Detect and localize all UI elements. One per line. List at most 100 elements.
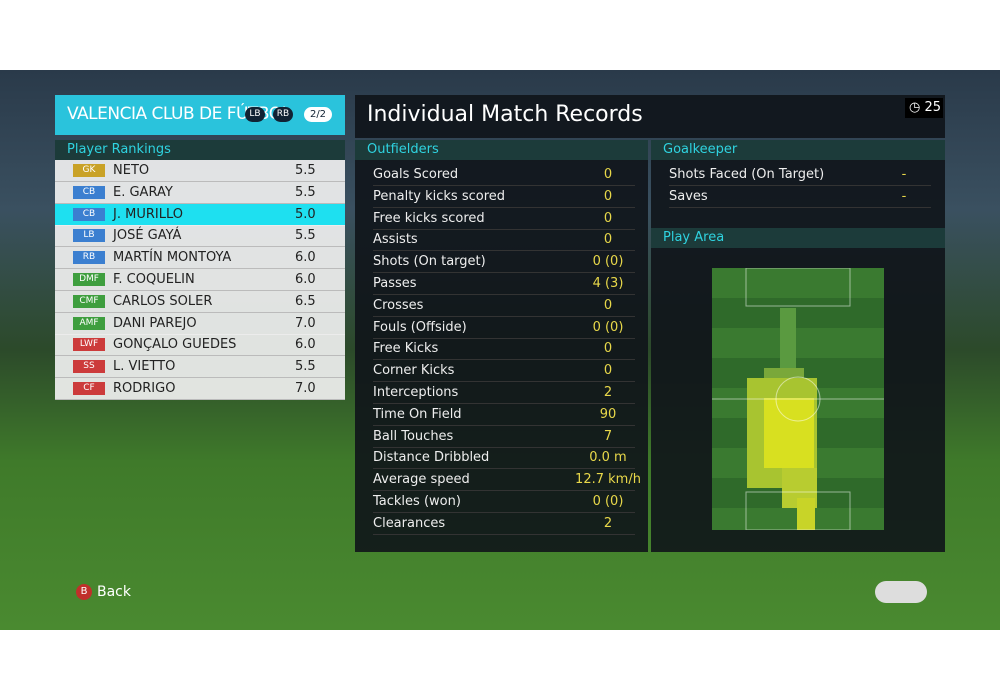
player-name: GONÇALO GUEDES: [113, 337, 237, 353]
player-row[interactable]: CF RODRIGO 7.0: [55, 378, 345, 400]
stat-value: 0 (0): [592, 494, 624, 509]
rankings-heading: Player Rankings: [55, 140, 345, 160]
player-row[interactable]: SS L. VIETTO 5.5: [55, 356, 345, 379]
stat-row: Ball Touches 7: [373, 426, 635, 448]
stat-value: 0: [603, 297, 613, 313]
bumper-right[interactable]: RB: [273, 107, 293, 122]
player-row[interactable]: DMF F. COQUELIN 6.0: [55, 269, 345, 291]
stat-value: 0: [603, 167, 613, 182]
goalkeeper-panel: Goalkeeper Shots Faced (On Target) - Saves…: [651, 140, 945, 552]
title-bar: Individual Match Records ◷ 25: [355, 95, 945, 138]
position-badge: LWF: [73, 338, 105, 352]
player-row[interactable]: CMF CARLOS SOLER 6.5: [55, 290, 345, 313]
stat-row: Interceptions 2: [373, 382, 635, 404]
player-name: MARTÍN MONTOYA: [113, 250, 232, 266]
stat-label: Penalty kicks scored: [373, 188, 506, 204]
player-row[interactable]: CB J. MURILLO 5.0: [55, 203, 345, 226]
stat-value: 90: [599, 406, 617, 422]
bumper-left[interactable]: LB: [245, 107, 265, 122]
stat-label: Ball Touches: [373, 428, 454, 444]
stat-label: Fouls (Offside): [373, 319, 467, 335]
position-badge: LB: [73, 229, 105, 243]
stat-row: Assists 0: [373, 229, 635, 252]
stat-row: Crosses 0: [373, 295, 635, 317]
stat-row: Penalty kicks scored 0: [373, 186, 635, 208]
stat-value: 0: [603, 210, 613, 226]
player-rating: 6.0: [295, 337, 316, 353]
goalkeeper-heading: Goalkeeper: [651, 140, 945, 160]
stat-label: Corner Kicks: [373, 363, 455, 379]
position-badge: CMF: [73, 294, 105, 308]
stat-row: Passes 4 (3): [373, 273, 635, 295]
player-row[interactable]: AMF DANI PAREJO 7.0: [55, 312, 345, 335]
stat-value: 0: [603, 341, 613, 357]
b-button[interactable]: B: [76, 584, 92, 600]
stat-value: 0: [603, 363, 613, 379]
stat-value: 0 (0): [592, 319, 624, 335]
outfielders-panel: Outfielders Goals Scored 0 Penalty kicks s…: [355, 140, 648, 552]
position-badge: AMF: [73, 316, 105, 330]
stat-value: 0: [603, 232, 613, 248]
stat-label: Tackles (won): [373, 494, 461, 509]
stat-row: Free kicks scored 0: [373, 208, 635, 230]
player-row[interactable]: GK NETO 5.5: [55, 160, 345, 182]
stat-row: Tackles (won) 0 (0): [373, 491, 635, 513]
chat-icons[interactable]: [875, 581, 927, 603]
stat-row: Time On Field 90: [373, 404, 635, 426]
player-name: DANI PAREJO: [113, 315, 197, 331]
page-indicator: 2/2: [304, 107, 332, 122]
gk-list: Shots Faced (On Target) - Saves -: [651, 164, 945, 214]
player-row[interactable]: LB JOSÉ GAYÁ 5.5: [55, 225, 345, 248]
stat-label: Passes: [373, 276, 417, 291]
player-name: CARLOS SOLER: [113, 293, 213, 309]
play-area-heading: Play Area: [651, 228, 945, 248]
player-name: JOSÉ GAYÁ: [113, 228, 182, 244]
stat-label: Distance Dribbled: [373, 450, 490, 466]
stat-row: Fouls (Offside) 0 (0): [373, 317, 635, 339]
club-header: VALENCIA CLUB DE FÚTBOL LB RB 2/2: [55, 95, 345, 135]
timer-value: 25: [924, 100, 942, 115]
game-screen: VALENCIA CLUB DE FÚTBOL LB RB 2/2 Player…: [0, 70, 1000, 630]
stat-row: Saves -: [669, 186, 931, 208]
stat-label: Assists: [373, 232, 418, 248]
stat-value: 2: [603, 515, 613, 531]
back-label[interactable]: Back: [97, 584, 131, 600]
heat-cell: [780, 308, 796, 378]
heat-cell: [797, 498, 815, 530]
stat-label: Free kicks scored: [373, 210, 485, 226]
title: Individual Match Records: [367, 102, 643, 127]
player-rating: 5.0: [295, 206, 316, 222]
position-badge: CB: [73, 185, 105, 199]
player-rating: 5.5: [295, 163, 316, 178]
player-name: L. VIETTO: [113, 359, 176, 375]
stat-value: 0: [603, 188, 613, 204]
stat-label: Crosses: [373, 297, 424, 313]
stat-row: Shots Faced (On Target) -: [669, 164, 931, 186]
stat-value: 7: [603, 428, 613, 444]
player-rating: 6.0: [295, 250, 316, 266]
stat-value: -: [901, 188, 907, 204]
timer: ◷ 25: [905, 98, 943, 118]
player-rating: 5.5: [295, 228, 316, 244]
stat-label: Time On Field: [373, 406, 462, 422]
player-rating: 6.0: [295, 272, 316, 287]
player-name: E. GARAY: [113, 184, 173, 200]
player-row[interactable]: RB MARTÍN MONTOYA 6.0: [55, 247, 345, 270]
player-row[interactable]: CB E. GARAY 5.5: [55, 181, 345, 204]
club-name: VALENCIA CLUB DE FÚTBOL: [67, 104, 291, 124]
stat-label: Goals Scored: [373, 167, 459, 182]
stat-row: Average speed 12.7 km/h: [373, 469, 641, 492]
stat-label: Shots Faced (On Target): [669, 167, 825, 182]
stat-row: Shots (On target) 0 (0): [373, 251, 635, 274]
rankings-list: GK NETO 5.5 CB E. GARAY 5.5 CB J. MURILLO 5.0 LB J…: [55, 160, 345, 400]
player-row[interactable]: LWF GONÇALO GUEDES 6.0: [55, 334, 345, 357]
player-rating: 5.5: [295, 359, 316, 375]
stat-value: 4 (3): [592, 276, 624, 291]
position-badge: RB: [73, 251, 105, 265]
player-rating: 7.0: [295, 381, 316, 396]
position-badge: CB: [73, 207, 105, 221]
stat-value: 0.0 m: [589, 450, 627, 466]
heatmap: [712, 268, 884, 530]
stat-label: Saves: [669, 188, 708, 204]
